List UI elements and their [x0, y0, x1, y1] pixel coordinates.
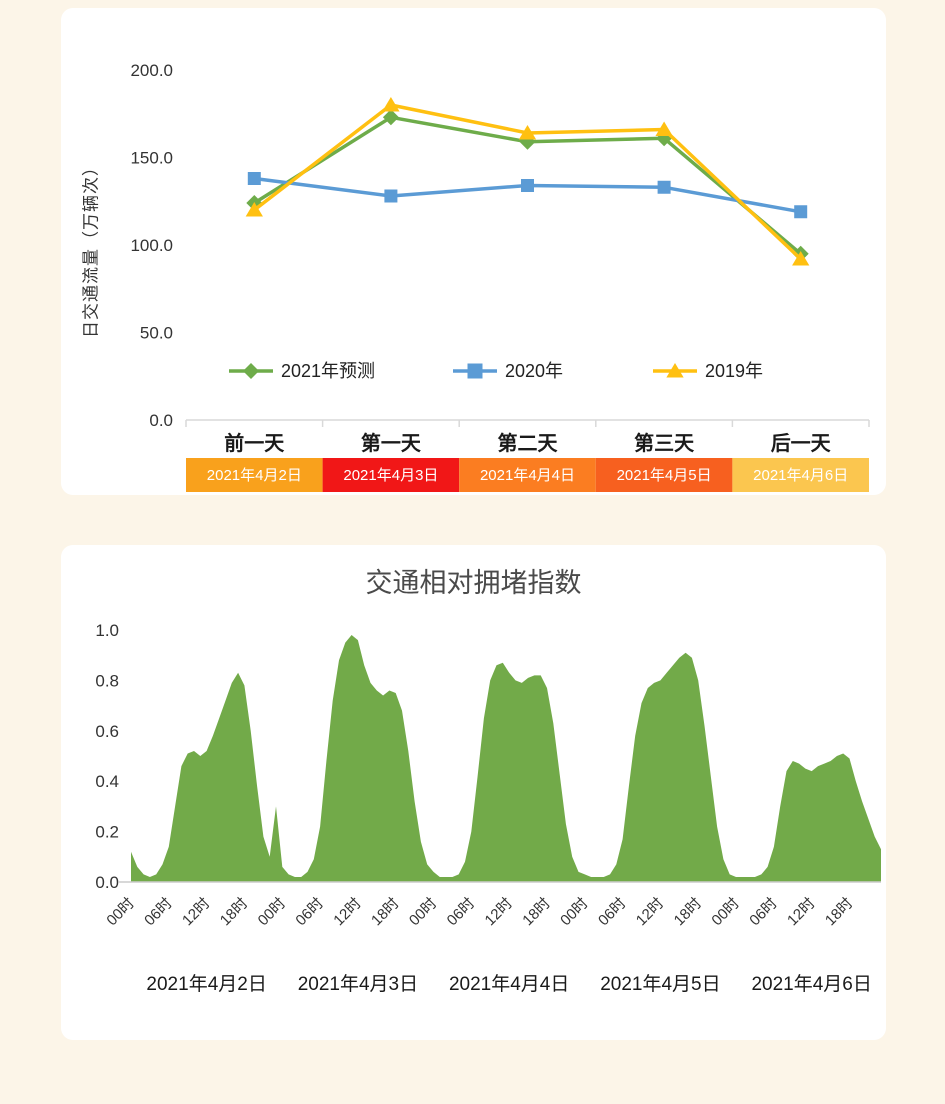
- date-band-label: 2021年4月5日: [617, 467, 712, 484]
- date-label: 2021年4月4日: [449, 973, 569, 995]
- square-marker: [657, 180, 671, 194]
- time-tick-label: 00时: [103, 895, 137, 929]
- x-category-label: 第一天: [361, 431, 422, 455]
- y-tick-label: 200.0: [130, 61, 173, 80]
- legend-marker: [243, 363, 259, 379]
- legend-label: 2019年: [705, 361, 763, 381]
- daily-traffic-volume-chart-card: 日交通流量（万辆次） 0.0 50.0 100.0 150.0 200.0 前一天 第一天第…: [61, 8, 886, 495]
- date-label: 2021年4月5日: [600, 973, 720, 995]
- date-band-segment: [732, 458, 869, 492]
- congestion-index-chart-card: 交通相对拥堵指数 0.0 0.2 0.4 0.6 0.8 1.0 00时 06时 12时 18时 0…: [61, 545, 886, 1040]
- date-label: 2021年4月2日: [146, 973, 266, 995]
- time-tick-label: 06时: [595, 895, 629, 929]
- time-tick-label: 06时: [746, 895, 780, 929]
- date-label: 2021年4月6日: [751, 973, 871, 995]
- square-marker: [384, 189, 398, 203]
- date-band-segment: [186, 458, 323, 492]
- square-marker: [521, 179, 534, 192]
- time-tick-label: 18时: [217, 895, 251, 929]
- y-tick-label: 50.0: [140, 324, 173, 343]
- y-tick-label: 0.4: [95, 772, 119, 791]
- triangle-marker: [382, 97, 400, 112]
- y-tick-label: 1.0: [95, 621, 119, 640]
- legend-marker: [467, 363, 483, 379]
- time-tick-label: 12时: [330, 895, 364, 929]
- time-tick-label: 06时: [292, 895, 326, 929]
- date-band-segment: [595, 458, 733, 492]
- legend-label: 2020年: [505, 361, 563, 381]
- time-tick-label: 06时: [141, 895, 175, 929]
- date-label: 2021年4月3日: [298, 973, 418, 995]
- date-band-segment: [322, 458, 460, 492]
- time-tick-label: 12时: [482, 895, 516, 929]
- x-category-label: 后一天: [771, 432, 832, 455]
- time-tick-label: 18时: [368, 895, 402, 929]
- date-band-segment: [459, 458, 596, 492]
- time-tick-label: 00时: [406, 895, 440, 929]
- y-tick-label: 150.0: [130, 149, 173, 168]
- daily-traffic-volume-chart: 0.0 50.0 100.0 150.0 200.0 前一天 第一天 第二天 第三天 后一天 202…: [130, 61, 870, 492]
- time-tick-label: 00时: [708, 895, 742, 929]
- chart-title: 交通相对拥堵指数: [365, 568, 582, 598]
- x-category-label: 第三天: [634, 431, 695, 455]
- legend-marker: [666, 363, 684, 378]
- date-band-label: 2021年4月2日: [207, 467, 302, 484]
- triangle-marker: [518, 125, 537, 140]
- time-tick-label: 18时: [822, 895, 856, 929]
- time-tick-label: 18时: [519, 895, 553, 929]
- time-tick-label: 12时: [633, 895, 667, 929]
- time-tick-label: 18时: [671, 895, 705, 929]
- x-category-label: 第二天: [498, 431, 559, 455]
- triangle-marker: [655, 121, 673, 137]
- congestion-area: [131, 635, 881, 882]
- diamond-marker: [382, 109, 399, 126]
- date-band-label: 2021年4月3日: [343, 467, 438, 484]
- x-category-label: 前一天: [224, 431, 285, 455]
- y-tick-label: 0.8: [95, 671, 119, 690]
- triangle-marker: [792, 251, 810, 266]
- time-tick-label: 00时: [557, 895, 591, 929]
- triangle-marker: [245, 202, 263, 217]
- date-band-label: 2021年4月6日: [753, 467, 848, 484]
- time-tick-label: 12时: [784, 895, 818, 929]
- y-tick-label: 100.0: [130, 236, 173, 255]
- y-tick-label: 0.0: [95, 873, 119, 892]
- legend-label: 2021年预测: [281, 361, 375, 381]
- date-band-label: 2021年4月4日: [480, 467, 575, 484]
- square-marker: [247, 172, 261, 185]
- y-tick-label: 0.6: [95, 722, 119, 741]
- time-tick-label: 06时: [444, 895, 478, 929]
- y-tick-label: 0.2: [95, 823, 119, 842]
- time-tick-label: 00时: [255, 895, 289, 929]
- time-tick-label: 12时: [179, 895, 213, 929]
- square-marker: [794, 205, 808, 219]
- y-tick-label: 0.0: [149, 411, 173, 430]
